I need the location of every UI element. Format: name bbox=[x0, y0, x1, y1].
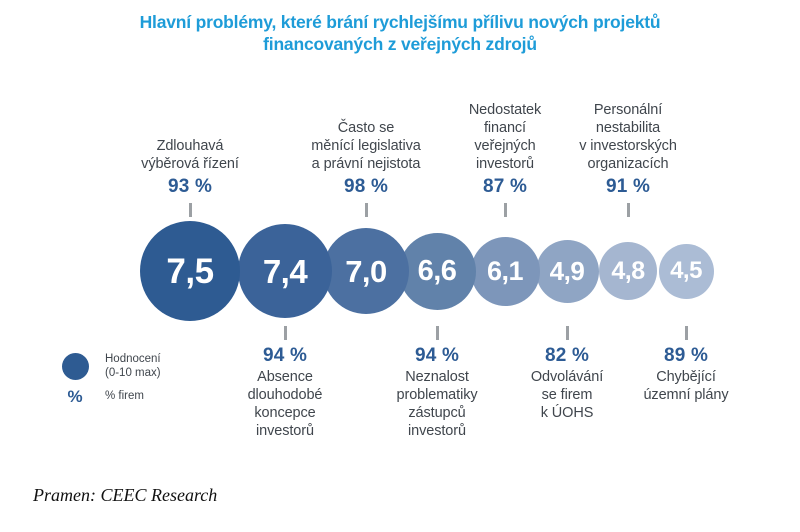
firms-percent-value: 93 % bbox=[167, 176, 213, 197]
bubble-rating-5: 6,1 bbox=[470, 236, 540, 306]
legend-rating-circle-icon bbox=[61, 353, 89, 381]
firms-percent-value: 87 % bbox=[482, 176, 528, 197]
bubble-rating-value: 4,9 bbox=[549, 256, 585, 286]
legend-percent-symbol: % bbox=[67, 387, 83, 407]
bubble-rating-value: 4,8 bbox=[611, 256, 645, 285]
callout-top-3: Často se měnící legislativa a právní nej… bbox=[271, 76, 461, 217]
firms-percent-value: 91 % bbox=[605, 176, 651, 197]
problem-label: Zdlouhavá výběrová řízení bbox=[141, 137, 239, 172]
firms-percent-value: 94 % bbox=[262, 345, 308, 366]
bubble-rating-4: 6,6 bbox=[398, 232, 476, 310]
callout-top-1: Zdlouhavá výběrová řízení 93 % bbox=[95, 76, 285, 217]
connector-tick bbox=[503, 203, 507, 217]
problem-label: Odvolávání se firem k ÚOHS bbox=[530, 369, 604, 422]
bubble-rating-value: 6,6 bbox=[417, 254, 457, 287]
connector-tick bbox=[565, 326, 569, 340]
bubble-rating-7: 4,8 bbox=[599, 242, 657, 300]
connector-tick bbox=[435, 326, 439, 340]
connector-tick bbox=[364, 203, 368, 217]
bubble-rating-value: 4,5 bbox=[670, 257, 702, 284]
connector-tick bbox=[626, 203, 630, 217]
bubble-rating-1: 7,5 bbox=[140, 221, 240, 321]
chart-title: Hlavní problémy, které brání rychlejšímu… bbox=[139, 12, 661, 54]
legend: Hodnocení (0-10 max) % % firem bbox=[58, 353, 161, 405]
firms-percent-value: 89 % bbox=[663, 345, 709, 366]
callout-top-7: Personální nestabilita v investorských o… bbox=[533, 76, 723, 217]
bubble-rating-value: 7,5 bbox=[166, 251, 214, 291]
callout-bottom-4: 94 % Neznalost problematiky zástupců inve… bbox=[342, 326, 532, 441]
problem-label: Absence dlouhodobé koncepce investorů bbox=[247, 369, 323, 440]
bubble-rating-6: 4,9 bbox=[535, 239, 599, 303]
connector-tick bbox=[684, 326, 688, 340]
bubble-rating-value: 6,1 bbox=[486, 255, 524, 286]
bubble-rating-value: 7,4 bbox=[262, 252, 308, 290]
callout-top-5: Nedostatek financí veřejných investorů 87… bbox=[410, 76, 600, 217]
problem-label: Chybějící územní plány bbox=[643, 369, 729, 404]
callout-bottom-8: 89 % Chybějící územní plány bbox=[591, 326, 781, 404]
legend-rating-label: Hodnocení (0-10 max) bbox=[105, 353, 161, 379]
source-note: Pramen: CEEC Research bbox=[33, 485, 218, 505]
problem-label: Neznalost problematiky zástupců investor… bbox=[396, 369, 478, 440]
problem-label: Personální nestabilita v investorských o… bbox=[579, 101, 677, 172]
connector-tick bbox=[188, 203, 192, 217]
bubble-rating-value: 7,0 bbox=[345, 253, 387, 289]
firms-percent-value: 94 % bbox=[414, 345, 460, 366]
bubble-rating-8: 4,5 bbox=[658, 243, 714, 299]
firms-percent-value: 98 % bbox=[343, 176, 389, 197]
firms-percent-value: 82 % bbox=[544, 345, 590, 366]
legend-percent-label: % firem bbox=[105, 389, 144, 402]
bubble-rating-3: 7,0 bbox=[323, 228, 409, 314]
callout-bottom-6: 82 % Odvolávání se firem k ÚOHS bbox=[472, 326, 662, 422]
bubble-rating-2: 7,4 bbox=[238, 224, 332, 318]
connector-tick bbox=[283, 326, 287, 340]
callout-bottom-2: 94 % Absence dlouhodobé koncepce investor… bbox=[190, 326, 380, 441]
problem-label: Často se měnící legislativa a právní nej… bbox=[311, 119, 421, 172]
problem-label: Nedostatek financí veřejných investorů bbox=[468, 101, 542, 172]
